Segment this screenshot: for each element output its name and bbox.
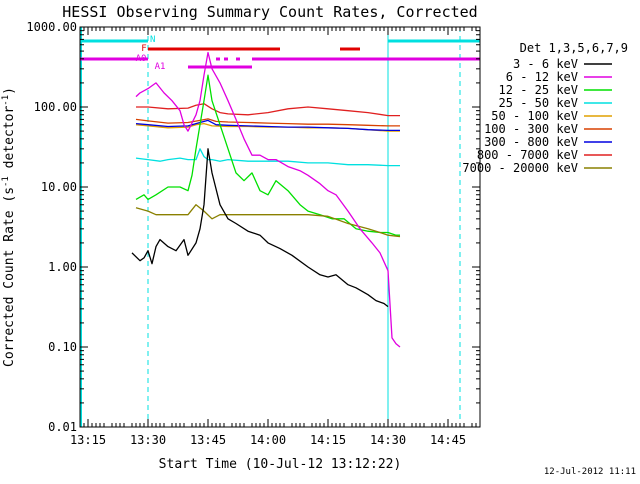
series-line (135, 51, 401, 348)
series-line (135, 119, 400, 132)
series-line (135, 148, 400, 167)
y-tick-label: 100.00 (34, 100, 77, 114)
y-axis-label-mid: detector (2, 106, 17, 177)
chart-title: HESSI Observing Summary Count Rates, Cor… (62, 3, 477, 21)
series-line (135, 74, 400, 236)
x-tick-label: 14:30 (370, 433, 406, 447)
legend-label: 7000 - 20000 keV (462, 161, 578, 175)
legend-label: 50 - 100 keV (491, 109, 578, 123)
x-tick-label: 14:15 (310, 433, 346, 447)
y-tick-label: 1.00 (48, 260, 77, 274)
legend-label: 300 - 800 keV (484, 135, 578, 149)
y-tick-label: 0.01 (48, 420, 77, 434)
flag-label-flare: F (141, 44, 146, 54)
legend-label: 100 - 300 keV (484, 122, 578, 136)
series-line (131, 148, 389, 308)
flag-label-night: N (150, 35, 155, 45)
y-axis-label-main: Corrected Count Rate (s (2, 187, 17, 367)
series-line (136, 103, 400, 117)
legend-label: 800 - 7000 keV (477, 148, 578, 162)
axis-ticks: 13:15 13:30 13:45 14:00 14:15 14:30 14:45 0.01 0… (26, 20, 480, 447)
y-tick-label: 0.10 (48, 340, 77, 354)
legend-label: 6 - 12 keV (506, 70, 578, 84)
x-tick-label: 13:45 (190, 433, 226, 447)
y-axis-label-end: ) (2, 87, 17, 95)
legend-label: 3 - 6 keV (513, 57, 578, 71)
x-axis-label: Start Time (10-Jul-12 13:12:22) (159, 457, 402, 472)
series-line (135, 204, 401, 238)
y-tick-label: 1000.00 (26, 20, 77, 34)
footer-date: 12-Jul-2012 11:11 (544, 467, 636, 477)
y-tick-label: 10.00 (41, 180, 77, 194)
series-layer (131, 51, 401, 348)
y-axis-label-sup2: -1 (1, 95, 11, 106)
legend-label: 25 - 50 keV (499, 96, 578, 110)
x-tick-label: 14:00 (250, 433, 286, 447)
legend-title: Det 1,3,5,6,7,9 (520, 41, 628, 55)
x-tick-label: 14:45 (430, 433, 466, 447)
series-line (135, 118, 400, 127)
x-tick-label: 13:30 (130, 433, 166, 447)
legend-label: 12 - 25 keV (499, 83, 578, 97)
flag-label-a0: A0 (136, 54, 147, 64)
flag-label-a1: A1 (155, 62, 166, 72)
x-tick-label: 13:15 (70, 433, 106, 447)
y-axis-label-sup1: -1 (1, 176, 11, 187)
y-axis-label: Corrected Count Rate (s-1 detector-1) (1, 87, 17, 367)
